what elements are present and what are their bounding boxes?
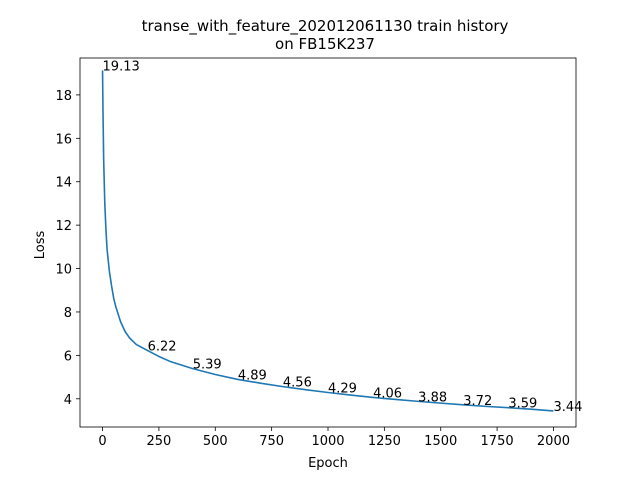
data-label: 3.72: [463, 394, 492, 409]
chart-title-line2: on FB15K237: [275, 35, 375, 53]
x-tick-label: 250: [146, 434, 171, 449]
y-tick-label: 18: [55, 89, 72, 104]
data-label: 4.29: [328, 381, 357, 396]
y-tick-label: 10: [55, 263, 72, 278]
x-tick-label: 500: [203, 434, 228, 449]
data-label: 4.89: [238, 368, 267, 383]
y-tick-label: 12: [55, 219, 72, 234]
x-tick-label: 1250: [368, 434, 401, 449]
data-label: 3.59: [508, 397, 537, 412]
series-line-0: [101, 70, 554, 412]
data-label: 3.44: [553, 400, 582, 415]
x-tick-label: 1000: [311, 434, 344, 449]
chart-title-line1: transe_with_feature_202012061130 train h…: [142, 17, 509, 36]
x-tick-label: 0: [98, 434, 106, 449]
data-label: 5.39: [193, 358, 222, 373]
plot-area: 0 250 500 750 1000 1250 1500 1750 2000 4 6 8 10 12 14 1…: [55, 57, 582, 449]
x-tick-label: 1500: [424, 434, 457, 449]
y-tick-label: 4: [64, 393, 72, 408]
y-axis-label: Loss: [33, 231, 48, 260]
x-axis-label: Epoch: [308, 456, 348, 471]
x-tick-label: 750: [259, 434, 284, 449]
x-tick-label: 2000: [537, 434, 570, 449]
data-label: 6.22: [148, 340, 177, 355]
x-tick-label: 1750: [481, 434, 514, 449]
y-tick-label: 14: [55, 176, 72, 191]
data-label: 4.06: [373, 386, 402, 401]
plot-frame: [79, 57, 577, 428]
data-label: 19.13: [103, 59, 140, 74]
y-tick-label: 8: [64, 306, 72, 321]
data-label: 4.56: [283, 376, 312, 391]
data-label: 3.88: [418, 390, 447, 405]
y-tick-label: 16: [55, 132, 72, 147]
y-tick-label: 6: [64, 349, 72, 364]
